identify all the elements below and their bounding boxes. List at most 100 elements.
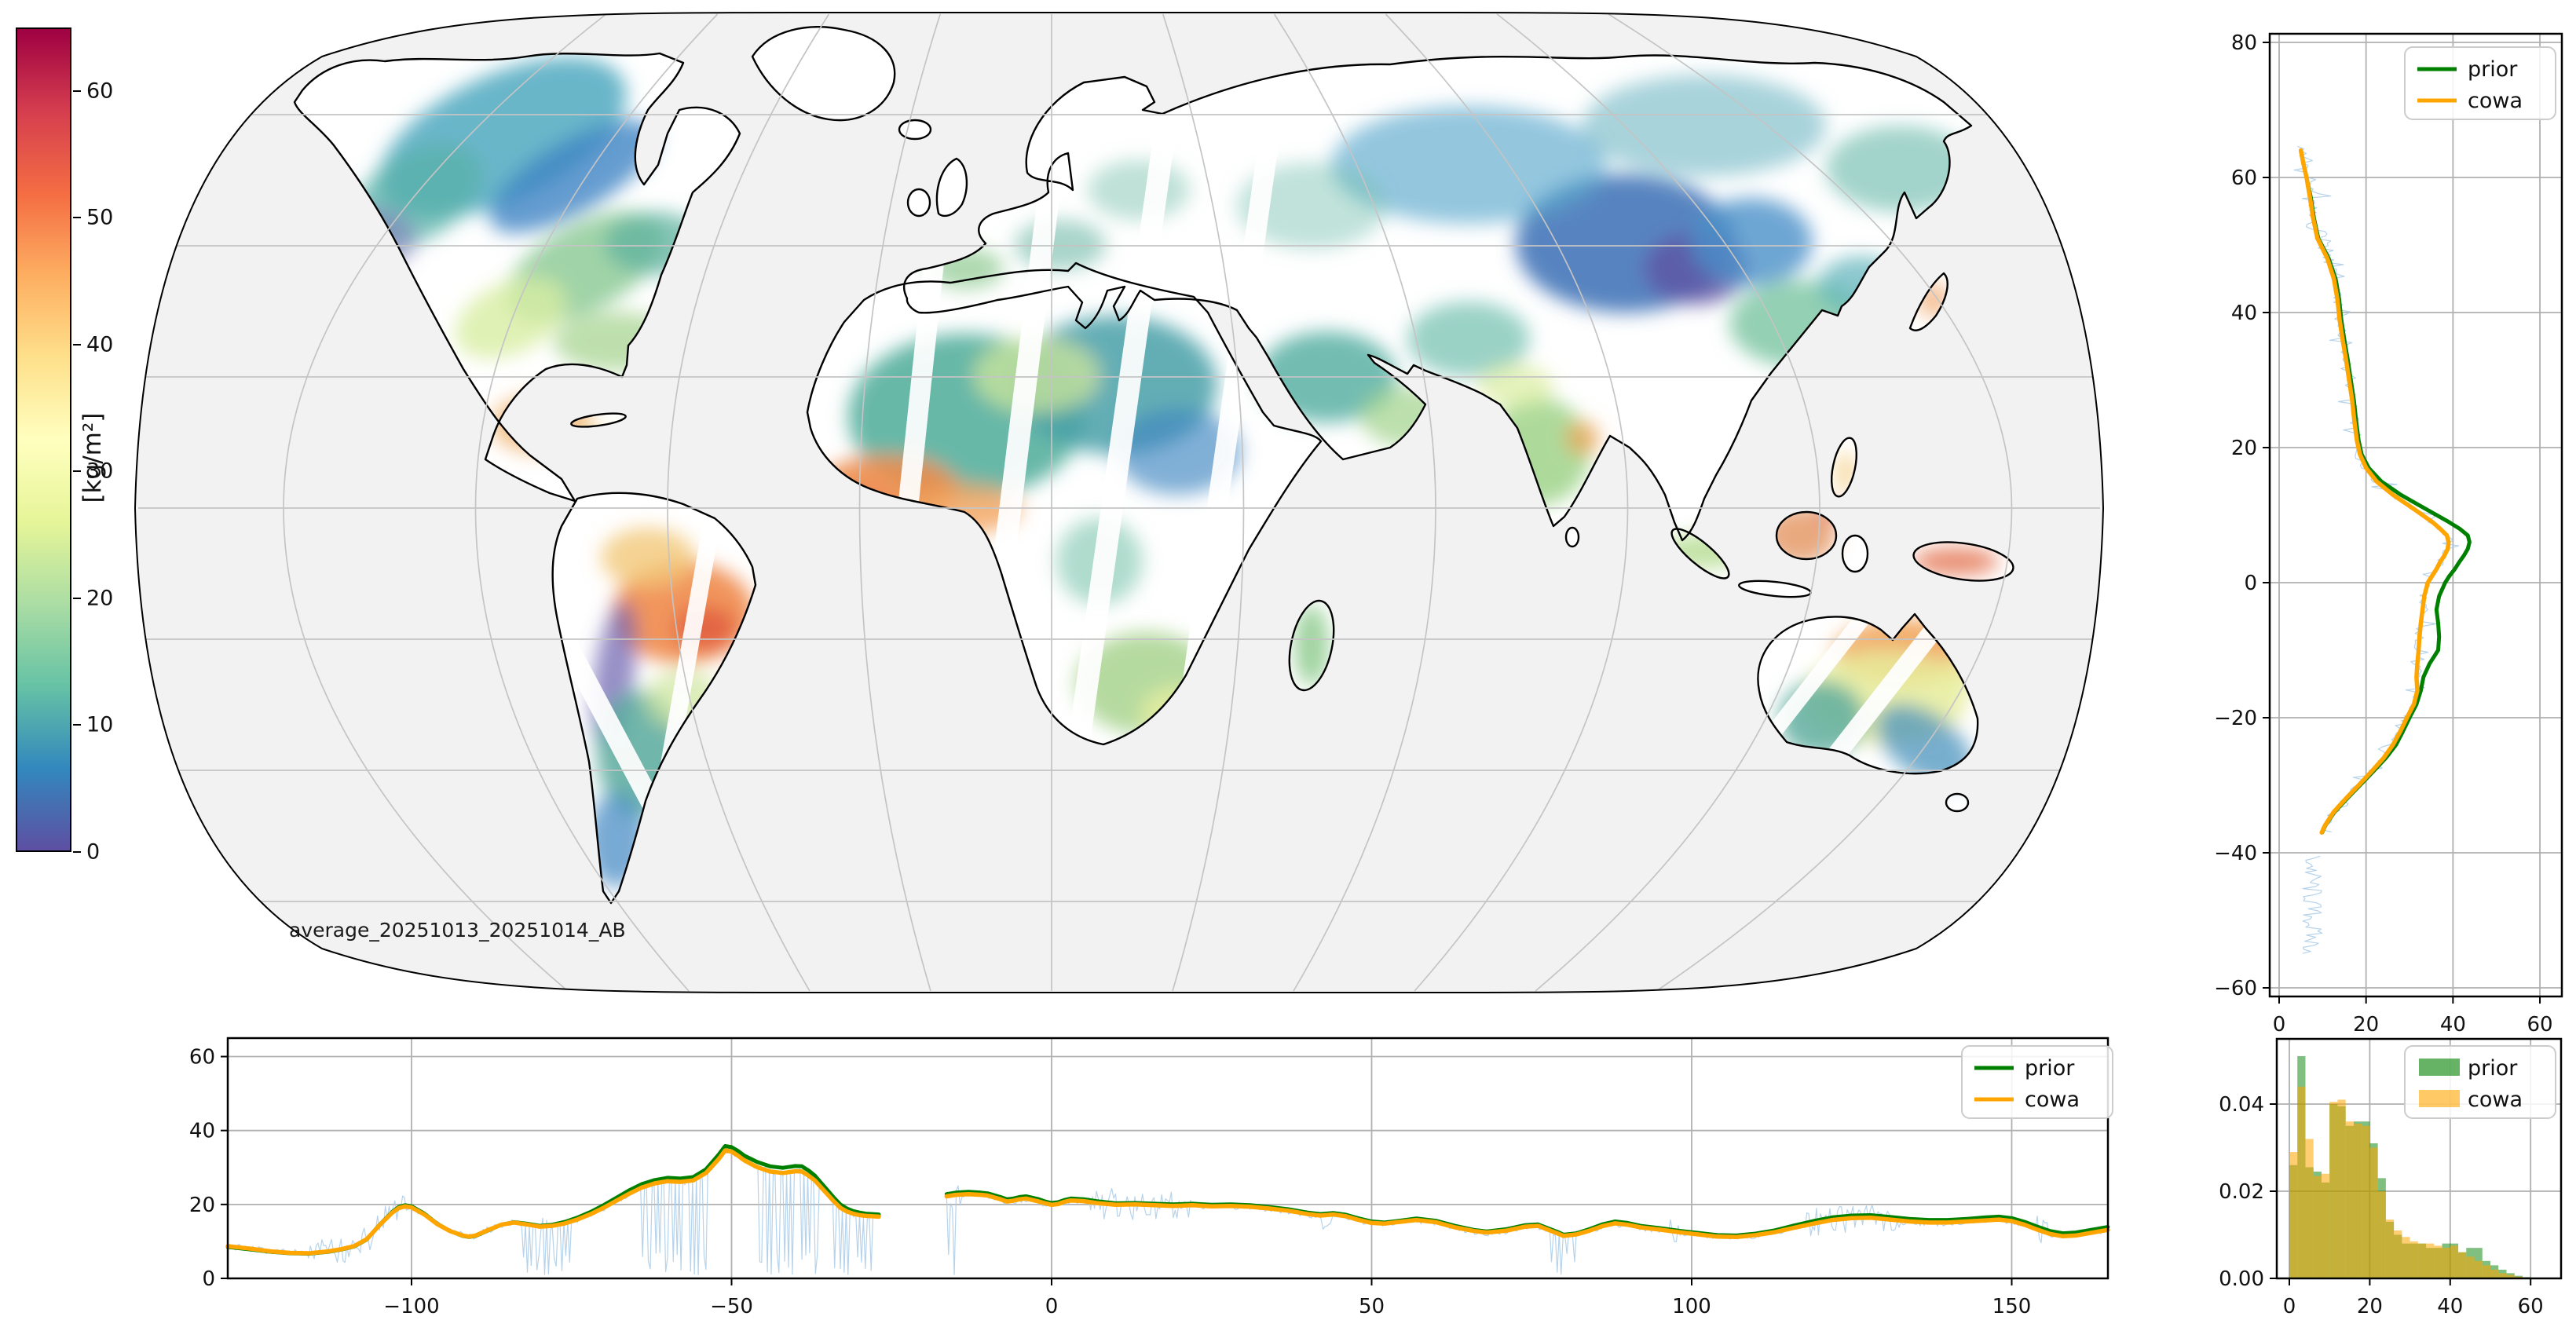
y-tick-label: 60 — [2231, 166, 2257, 190]
cowa-bar — [2297, 1086, 2306, 1278]
meridian — [1162, 13, 1245, 992]
legend-label: cowa — [2468, 1088, 2523, 1112]
cowa-bar — [2329, 1102, 2338, 1278]
x-tick-label: 0 — [1045, 1295, 1059, 1318]
cowa-bar — [2345, 1121, 2354, 1278]
cowa-bar — [2417, 1243, 2427, 1278]
map-annotation: average_20251013_20251014_AB — [289, 919, 626, 942]
colorbar-gradient — [16, 27, 71, 852]
y-tick-label: 0 — [202, 1267, 215, 1291]
colorbar-tick-label: 20 — [86, 586, 114, 611]
meridian — [858, 13, 941, 992]
y-tick-label: 40 — [2231, 302, 2257, 325]
meridian — [474, 13, 719, 992]
meridian — [1496, 13, 1820, 992]
x-tick-label: 60 — [2518, 1295, 2544, 1318]
x-tick-label: 50 — [1359, 1295, 1385, 1318]
colorbar-tick — [73, 217, 81, 219]
cowa-bar — [2426, 1243, 2435, 1278]
grid — [228, 1038, 2108, 1278]
histogram-plot: 0 20 40 60 0.00 0.02 0.04 prior cowa — [2219, 1037, 2563, 1318]
cowa-bar — [2377, 1191, 2386, 1278]
colorbar-tick-label: 50 — [86, 205, 114, 230]
cowa-bar — [2466, 1256, 2475, 1278]
cowa-bar — [2313, 1176, 2322, 1278]
x-tick-label: 40 — [2440, 1013, 2466, 1037]
zonal-mean-plot: 0 20 40 60 80 60 40 20 0 −20 −40 −60 prior cowa — [2214, 31, 2563, 1037]
legend-label: prior — [2468, 57, 2518, 82]
colorbar-tick — [73, 90, 81, 92]
cowa-bar — [2321, 1173, 2330, 1278]
colorbar-tick — [73, 851, 81, 853]
x-tick-label: 0 — [2283, 1295, 2296, 1318]
raw-zonal-line — [2293, 145, 2460, 832]
cowa-bar — [2394, 1230, 2402, 1278]
y-tick-label: −40 — [2214, 842, 2257, 865]
y-tick-label: 60 — [189, 1046, 215, 1070]
map-interior — [135, 13, 2103, 993]
cowa-bar — [2362, 1125, 2370, 1278]
cowa-bar — [2490, 1269, 2499, 1278]
colorbar-tick — [73, 597, 81, 599]
raw-meridional-line — [946, 1185, 2107, 1275]
cowa-bar — [2442, 1248, 2450, 1278]
cowa-bars — [2289, 1086, 2531, 1278]
cowa-bar — [2369, 1147, 2378, 1278]
legend-label: prior — [2468, 1056, 2518, 1081]
axes-frame — [2275, 1037, 2563, 1280]
meridian — [1385, 13, 1629, 992]
cowa-bar — [2385, 1219, 2395, 1278]
legend-label: cowa — [2025, 1088, 2080, 1112]
cowa-bar — [2289, 1152, 2298, 1278]
cowa-line — [2298, 148, 2451, 835]
x-tick-label: 0 — [2273, 1013, 2286, 1037]
x-tick-label: −100 — [383, 1295, 439, 1318]
cowa-bar — [2410, 1241, 2418, 1278]
x-tick-label: 60 — [2527, 1013, 2552, 1037]
colorbar-unit-label: [kg/m²] — [79, 412, 107, 503]
colorbar-tick-label: 30 — [86, 459, 114, 484]
y-tick-label: 0.04 — [2219, 1093, 2264, 1117]
x-tick-label: −50 — [710, 1295, 753, 1318]
legend-label: prior — [2025, 1056, 2075, 1081]
y-tick-label: −20 — [2214, 707, 2257, 730]
raw-meridional-line — [227, 1148, 880, 1275]
grid — [2270, 34, 2562, 996]
cowa-bar — [2482, 1265, 2490, 1278]
y-tick-label: 0.02 — [2219, 1180, 2264, 1204]
cowa-bar — [2498, 1273, 2507, 1278]
world-map-panel: average_20251013_20251014_AB — [134, 8, 2105, 997]
cowa-bar — [2434, 1245, 2442, 1278]
axes-frame — [2268, 32, 2563, 998]
cowa-bar — [2337, 1099, 2346, 1278]
cowa-line — [944, 1191, 2110, 1240]
legend-label: cowa — [2468, 89, 2523, 113]
x-tick-label: 20 — [2353, 1013, 2379, 1037]
colorbar-tick — [73, 724, 81, 726]
cowa-bar — [2474, 1260, 2483, 1278]
colorbar-tick — [73, 343, 81, 346]
meridional-mean-plot: −100 −50 0 50 100 150 0 20 40 60 prior cowa — [189, 1037, 2113, 1318]
colorbar-tick-label: 60 — [86, 79, 114, 104]
x-tick-label: 40 — [2437, 1295, 2463, 1318]
cowa-bar — [2305, 1139, 2314, 1278]
meridian — [283, 13, 607, 992]
x-tick-label: 20 — [2357, 1295, 2383, 1318]
meridian — [667, 13, 830, 992]
cowa-bar — [2353, 1123, 2362, 1278]
cowa-bar — [2458, 1252, 2467, 1278]
legend-swatch — [2419, 1090, 2460, 1107]
colorbar-tick-label: 40 — [86, 332, 114, 357]
y-tick-label: 40 — [189, 1120, 215, 1143]
colorbar-tick — [73, 470, 81, 473]
map-boundary — [134, 12, 2105, 993]
meridian — [1273, 13, 1436, 992]
y-tick-label: 20 — [189, 1194, 215, 1217]
graticule — [138, 13, 2100, 992]
cowa-bar — [2506, 1274, 2515, 1278]
cowa-line — [225, 1148, 881, 1256]
world-map — [134, 12, 2105, 993]
colorbar-tick-label: 0 — [86, 839, 101, 865]
axes-frame — [226, 1037, 2109, 1280]
